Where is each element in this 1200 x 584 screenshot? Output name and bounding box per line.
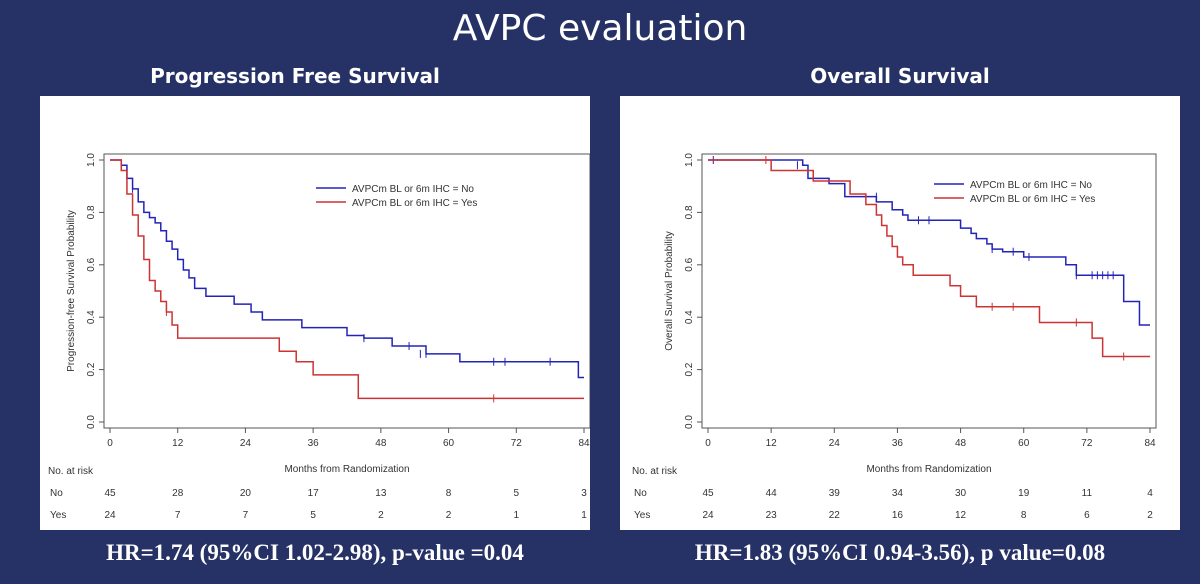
os-x-tick-label: 0 (705, 438, 711, 449)
os-at-risk-value: 44 (766, 488, 778, 499)
pfs-at-risk-value: 2 (378, 510, 384, 521)
pfs-chart-panel: 0 12 24 36 48 60 72 84 0.0 0.2 0.4 0.6 0.8 1.0 Months … (40, 96, 590, 530)
pfs-at-risk-value: 5 (310, 510, 316, 521)
pfs-x-tick-label: 24 (240, 438, 252, 449)
pfs-at-risk-row-label: No (50, 488, 63, 499)
pfs-x-tick-label: 0 (107, 438, 113, 449)
os-curve-no (708, 159, 1150, 326)
pfs-at-risk-value: 45 (104, 488, 116, 499)
pfs-legend-label-no: AVPCm BL or 6m IHC = No (352, 184, 474, 195)
pfs-at-risk-value: 2 (446, 510, 452, 521)
pfs-legend-label-yes: AVPCm BL or 6m IHC = Yes (352, 198, 477, 209)
os-x-tick-label: 36 (892, 438, 904, 449)
pfs-y-tick-label: 0.0 (86, 415, 97, 429)
os-at-risk-value: 34 (892, 488, 904, 499)
os-y-tick-label: 0.0 (684, 415, 695, 429)
os-at-risk-value: 39 (829, 488, 841, 499)
os-y-tick-label: 0.4 (684, 310, 695, 324)
os-legend-label-no: AVPCm BL or 6m IHC = No (970, 180, 1092, 191)
pfs-x-tick-label: 60 (443, 438, 455, 449)
pfs-at-risk-value: 13 (375, 488, 387, 499)
os-x-tick-label: 60 (1018, 438, 1030, 449)
os-curve-yes (708, 159, 1150, 358)
pfs-hazard-ratio: HR=1.74 (95%CI 1.02-2.98), p-value =0.04 (106, 540, 524, 565)
os-y-tick-label: 0.8 (684, 205, 695, 219)
pfs-y-axis-label: Progression-free Survival Probability (66, 210, 77, 372)
pfs-at-risk-value: 7 (243, 510, 249, 521)
os-at-risk-value: 6 (1084, 510, 1090, 521)
os-y-tick-label: 0.2 (684, 362, 695, 376)
pfs-at-risk-value: 5 (514, 488, 520, 499)
os-chart: 0 12 24 36 48 60 72 840.00.20.40.60.81.0Months … (632, 153, 1157, 521)
pfs-at-risk-value: 17 (308, 488, 320, 499)
pfs-y-tick-label: 1.0 (86, 153, 97, 167)
os-at-risk-value: 19 (1018, 488, 1030, 499)
pfs-at-risk-value: 8 (446, 488, 452, 499)
pfs-x-tick-label: 36 (308, 438, 320, 449)
pfs-at-risk-value: 28 (172, 488, 184, 499)
pfs-panel-title: Progression Free Survival (150, 64, 440, 88)
os-at-risk-value: 4 (1147, 488, 1153, 499)
os-legend-label-yes: AVPCm BL or 6m IHC = Yes (970, 194, 1095, 205)
pfs-x-tick-label: 72 (511, 438, 523, 449)
pfs-x-tick-label: 12 (172, 438, 184, 449)
os-at-risk-value: 22 (829, 510, 841, 521)
pfs-x-axis-label: Months from Randomization (284, 464, 409, 475)
pfs-y-tick-label: 0.4 (86, 310, 97, 324)
os-at-risk-value: 23 (766, 510, 778, 521)
os-x-tick-label: 72 (1081, 438, 1093, 449)
pfs-at-risk-value: 1 (581, 510, 587, 521)
os-at-risk-row-label: No (634, 488, 647, 499)
os-at-risk-title: No. at risk (632, 466, 678, 477)
os-x-tick-label: 48 (955, 438, 967, 449)
os-at-risk-value: 16 (892, 510, 904, 521)
os-x-tick-label: 84 (1144, 438, 1156, 449)
pfs-chart: 0 12 24 36 48 60 72 840.00.20.40.60.81.0Months … (48, 153, 590, 521)
pfs-y-tick-label: 0.2 (86, 362, 97, 376)
pfs-x-tick-label: 84 (578, 438, 590, 449)
pfs-x-tick-label: 48 (375, 438, 387, 449)
pfs-at-risk-value: 24 (104, 510, 116, 521)
pfs-at-risk-value: 1 (514, 510, 520, 521)
pfs-at-risk-value: 20 (240, 488, 252, 499)
pfs-at-risk-value: 3 (581, 488, 587, 499)
os-x-tick-label: 12 (766, 438, 778, 449)
os-at-risk-value: 45 (702, 488, 714, 499)
pfs-at-risk-row-label: Yes (50, 510, 66, 521)
os-at-risk-value: 12 (955, 510, 967, 521)
os-y-tick-label: 0.6 (684, 257, 695, 271)
os-at-risk-value: 24 (702, 510, 714, 521)
os-at-risk-value: 8 (1021, 510, 1027, 521)
os-chart-panel: 0 12 24 36 48 60 72 84 0.0 0.2 0.4 0.6 0.8 1.0 Months … (620, 96, 1180, 530)
os-at-risk-value: 2 (1147, 510, 1153, 521)
pfs-curve-yes (110, 159, 584, 400)
os-hazard-ratio: HR=1.83 (95%CI 0.94-3.56), p value=0.08 (694, 540, 1106, 565)
pfs-at-risk-value: 7 (175, 510, 181, 521)
os-y-tick-label: 1.0 (684, 153, 695, 167)
os-at-risk-value: 11 (1082, 488, 1093, 499)
slide-title: AVPC evaluation (452, 8, 748, 49)
os-x-axis-label: Months from Randomization (866, 464, 991, 475)
pfs-plot-frame (103, 153, 590, 429)
os-at-risk-value: 30 (955, 488, 967, 499)
os-panel-title: Overall Survival (810, 64, 990, 88)
pfs-at-risk-title: No. at risk (48, 466, 94, 477)
pfs-y-tick-label: 0.8 (86, 205, 97, 219)
os-at-risk-row-label: Yes (634, 510, 650, 521)
os-y-axis-label: Overall Survival Probability (664, 231, 675, 351)
os-x-tick-label: 24 (829, 438, 841, 449)
pfs-curve-no (110, 159, 584, 379)
os-plot-frame (701, 153, 1157, 429)
pfs-y-tick-label: 0.6 (86, 257, 97, 271)
